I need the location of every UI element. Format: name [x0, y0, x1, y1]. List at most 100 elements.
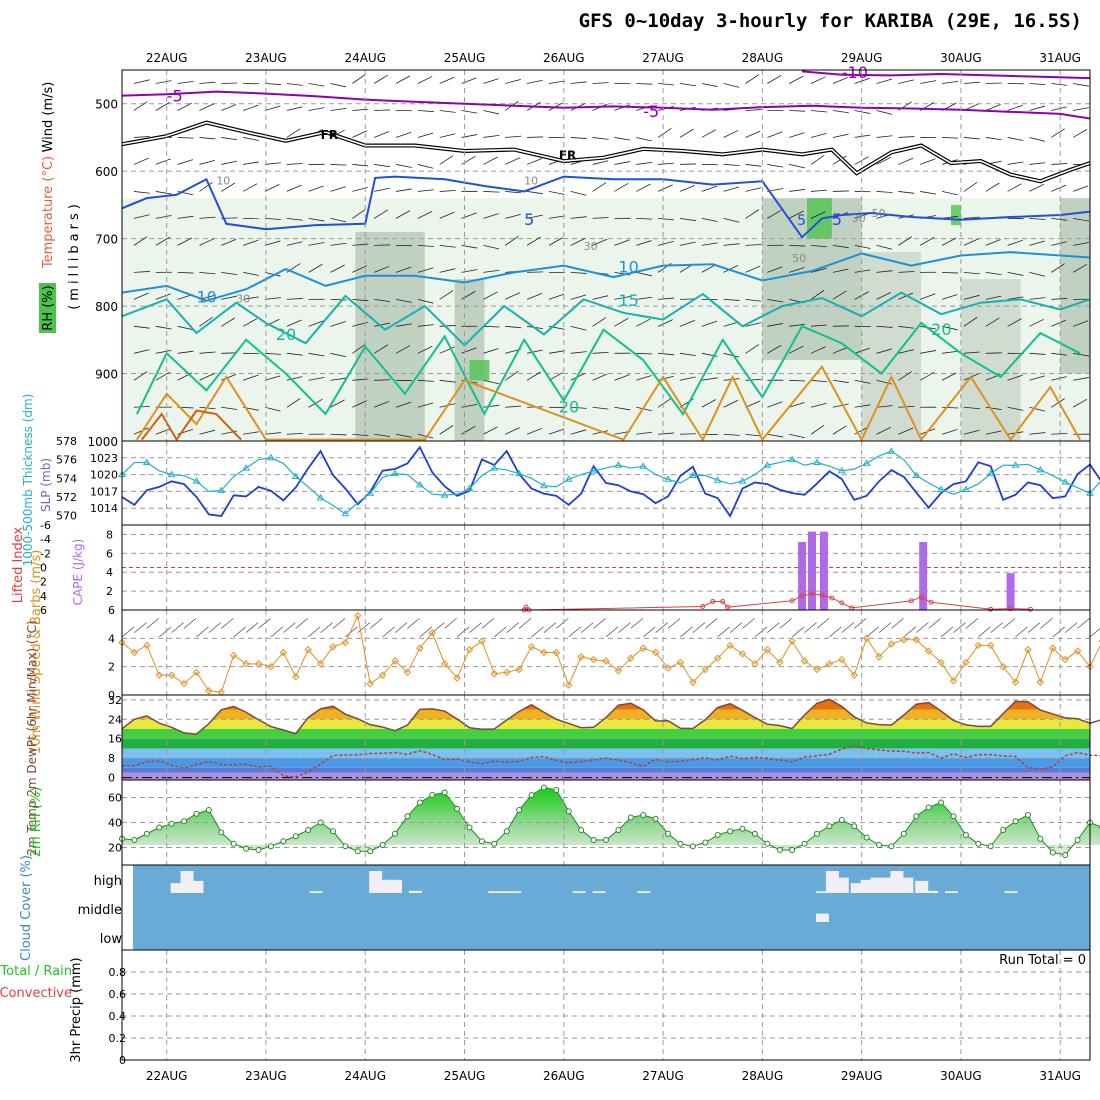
rh-point	[739, 825, 746, 832]
wind-barb	[264, 83, 281, 85]
wind-barb	[920, 158, 936, 165]
rh-point	[714, 832, 721, 838]
cloud-background	[133, 865, 1090, 950]
wind-barb	[556, 618, 569, 629]
wind-barb	[505, 157, 520, 165]
wind-barb	[876, 191, 893, 193]
wind-barb	[723, 298, 740, 301]
wind-barb	[657, 319, 673, 327]
wind-barb	[854, 404, 871, 408]
wind-barb	[767, 401, 783, 408]
rh-point	[689, 843, 696, 850]
wind-barb	[570, 137, 587, 139]
top-date-label: 29AUG	[841, 51, 883, 65]
isotherm-line	[121, 90, 1091, 120]
legend-wind: Wind (m/s)	[41, 82, 56, 153]
contour-label: 5	[797, 213, 806, 229]
wind-barb	[352, 164, 369, 167]
wind-barb	[395, 433, 412, 438]
li-axis-label: Lifted Index	[11, 526, 26, 603]
wind-speed-marker	[304, 645, 312, 654]
rh-point	[354, 848, 361, 855]
rh-point	[615, 827, 622, 833]
wind-speed-marker	[788, 637, 796, 645]
rh-point	[851, 823, 858, 830]
wind-speed-marker	[639, 644, 647, 652]
tick-label: 4	[106, 566, 113, 579]
wind-barb	[199, 103, 215, 111]
wind-speed-marker	[341, 638, 350, 647]
contour-label: 10	[524, 175, 538, 188]
thickness-marker	[341, 509, 350, 517]
thickness-marker	[589, 466, 598, 474]
tick-label: -2	[40, 547, 51, 560]
wind-barb	[270, 626, 284, 638]
thickness-marker	[564, 475, 573, 482]
wind-barb	[903, 626, 917, 638]
upper-air-panel: -10 -5 -5 FR FR 5 5 5 10 10 15 20 20 20 10 10 30 30 50 50 30…	[39, 51, 1091, 449]
isotherm-line	[121, 291, 1091, 347]
wind-barb	[940, 626, 954, 638]
wind-barb	[417, 402, 434, 408]
wind-barb	[352, 298, 369, 302]
cape-bar	[819, 531, 828, 610]
wind-barb	[308, 242, 325, 246]
wind-barb	[439, 346, 455, 354]
wind-barb	[810, 289, 825, 300]
wind-barb	[636, 218, 653, 220]
wind-barb	[804, 622, 817, 633]
wind-barb	[810, 402, 827, 408]
wind-barb	[439, 379, 456, 383]
wind-barb	[374, 109, 391, 111]
rh-high-patch	[951, 204, 961, 226]
wind-barb	[242, 239, 259, 246]
wind-barb	[286, 352, 303, 356]
thickness-marker	[217, 486, 226, 493]
wind-barb	[1051, 352, 1068, 356]
wind-barb	[264, 162, 281, 165]
wind-speed-marker	[800, 657, 809, 665]
wind-barb	[439, 211, 455, 219]
wind-barb	[221, 295, 238, 300]
wind-barb	[1007, 374, 1023, 381]
high-cloud-bar	[369, 871, 383, 893]
bottom-date-label: 26AUG	[543, 1069, 585, 1083]
wind-speed-marker	[1024, 645, 1032, 654]
top-date-label: 31AUG	[1039, 51, 1081, 65]
high-cloud-bar	[835, 877, 849, 893]
wind-barb	[286, 184, 302, 192]
wind-barb	[854, 110, 871, 114]
wind-speed-marker	[664, 664, 672, 672]
wind-barb	[330, 298, 347, 301]
wind-barb	[963, 81, 980, 84]
wind-barb	[177, 102, 192, 111]
cape-bar	[798, 542, 807, 610]
wind-speed-marker	[924, 647, 933, 655]
lifted-index-point	[710, 599, 716, 604]
high-cloud-bar	[637, 891, 651, 893]
rh-point	[280, 838, 287, 845]
wind-barb	[469, 622, 482, 633]
wind-barb	[898, 292, 914, 300]
cloud-axis-label: Cloud Cover (%)	[19, 855, 34, 961]
rh-point	[627, 814, 634, 821]
wind-speed-marker	[776, 658, 784, 667]
wind-barb	[789, 323, 806, 327]
wind-barb	[876, 135, 893, 138]
wind-barb	[483, 348, 499, 354]
thickness-marker	[738, 477, 747, 484]
rh-point	[404, 813, 411, 820]
thickness-marker	[1011, 461, 1020, 468]
wind-barb	[701, 83, 718, 87]
wind-barb	[483, 404, 500, 408]
isotherm-line	[141, 409, 242, 442]
thickness-marker	[639, 462, 648, 469]
wind-barb	[483, 213, 499, 219]
wind-barb	[264, 297, 281, 300]
wind-barb	[767, 131, 783, 138]
cape-bar	[919, 542, 928, 610]
wind-speed-marker	[242, 660, 250, 668]
wind-barb	[481, 618, 495, 629]
wind-barb	[592, 160, 609, 165]
wind-barb	[1007, 137, 1024, 141]
